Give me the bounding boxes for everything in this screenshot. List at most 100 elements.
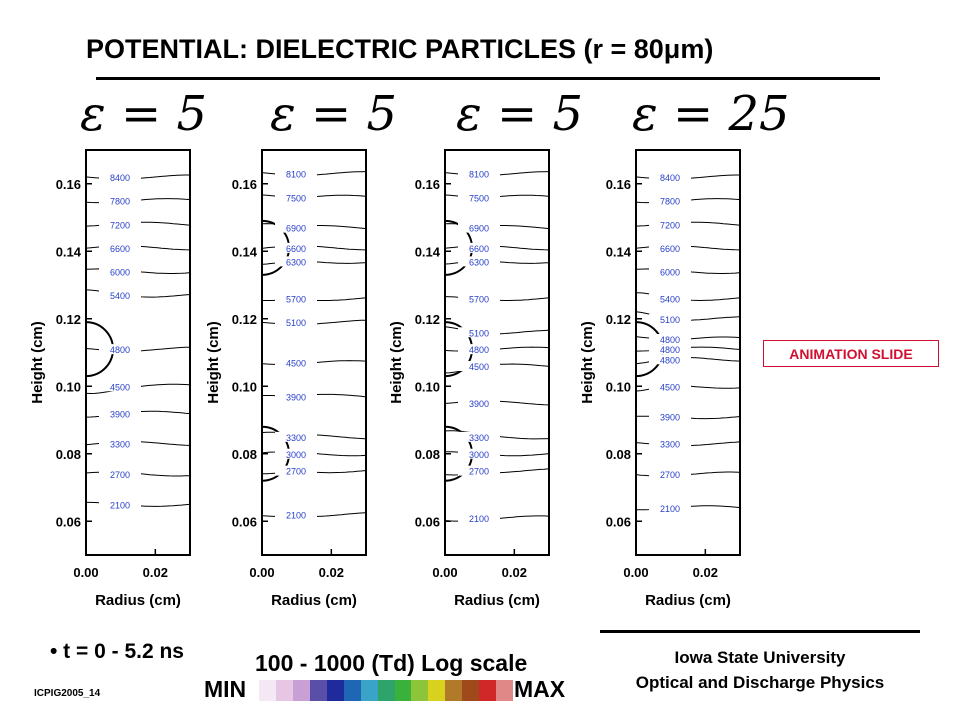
contour-label: 6000 <box>660 268 680 278</box>
contour-label: 3300 <box>110 440 130 450</box>
contour-label: 6600 <box>469 244 489 254</box>
contour-label: 4800 <box>660 345 680 355</box>
colorbar-scale-label: 100 - 1000 (Td) Log scale <box>255 650 528 676</box>
contour-label-bg <box>275 391 317 402</box>
contour-label-bg <box>458 431 500 442</box>
contour-label-bg <box>99 242 141 253</box>
x-axis-label: Radius (cm) <box>95 592 181 609</box>
y-tick-label: 0.06 <box>56 514 81 529</box>
y-tick-label: 0.12 <box>232 312 257 327</box>
y-tick-label: 0.16 <box>606 177 631 192</box>
contour-label-bg <box>649 242 691 253</box>
contour-label: 2100 <box>469 514 489 524</box>
slide-code: ICPIG2005_14 <box>34 688 101 699</box>
contour-label: 3900 <box>110 409 130 419</box>
contour-label-bg <box>649 293 691 304</box>
lab-name: Optical and Discharge Physics <box>635 673 885 692</box>
y-tick-label: 0.12 <box>606 312 631 327</box>
contour-label: 7800 <box>110 197 130 207</box>
contour-label-bg <box>99 381 141 392</box>
contour-label-bg <box>99 172 141 182</box>
contour-label-bg <box>458 327 500 338</box>
plot-frame <box>85 149 191 556</box>
contour-label: 6900 <box>286 224 306 234</box>
colorbar-min-label: MIN <box>204 676 247 702</box>
contour-label-bg <box>458 242 500 253</box>
y-tick-label: 0.08 <box>56 447 81 462</box>
contour-label-bg <box>275 509 317 520</box>
contour-label-bg <box>99 408 141 419</box>
contour-label-bg <box>649 502 691 513</box>
contour-label: 3300 <box>286 433 306 443</box>
contour-label: 5100 <box>286 318 306 328</box>
contour-label-bg <box>99 290 141 301</box>
contour-label: 8100 <box>469 170 489 180</box>
x-tick-label: 0.02 <box>319 565 344 580</box>
y-axis-label: Height (cm) <box>205 321 222 404</box>
x-tick-label: 0.00 <box>432 565 457 580</box>
colorbar-swatch-2 <box>275 680 293 701</box>
contour-label-bg <box>275 431 317 442</box>
colorbar-swatch-8 <box>377 680 395 701</box>
contour-label: 4500 <box>469 362 489 372</box>
contour-label: 3900 <box>286 392 306 402</box>
y-tick-label: 0.16 <box>232 177 257 192</box>
colorbar-swatch-10 <box>411 680 429 701</box>
institution-name: Iowa State University <box>674 648 846 667</box>
x-tick-label: 0.02 <box>502 565 527 580</box>
contour-label: 4800 <box>660 335 680 345</box>
colorbar-swatch-13 <box>462 680 480 701</box>
colorbar-swatch-14 <box>479 680 497 701</box>
x-axis-label: Radius (cm) <box>454 592 540 609</box>
x-axis-label: Radius (cm) <box>645 592 731 609</box>
contour-label: 6600 <box>110 244 130 254</box>
y-tick-label: 0.12 <box>56 312 81 327</box>
contour-label: 4800 <box>660 355 680 365</box>
contour-label: 3300 <box>469 433 489 443</box>
x-tick-label: 0.00 <box>73 565 98 580</box>
contour-label-bg <box>649 219 691 230</box>
x-tick-label: 0.02 <box>693 565 718 580</box>
contour-plot-1: 0.06 0.08 0.10 0.12 0.14 0.16 0.00 0.02 Radius (… <box>29 149 191 609</box>
colorbar-swatch-4 <box>309 680 327 701</box>
contour-label-bg <box>649 195 691 206</box>
contour-label: 2100 <box>660 504 680 514</box>
contour-label: 3900 <box>469 399 489 409</box>
contour-label: 2100 <box>110 500 130 510</box>
contour-label-bg <box>99 266 141 277</box>
contour-label-bg <box>649 344 691 355</box>
y-axis-label: Height (cm) <box>579 321 596 404</box>
colorbar-swatch-5 <box>326 680 344 701</box>
contour-label: 6000 <box>110 268 130 278</box>
x-axis-label: Radius (cm) <box>271 592 357 609</box>
contour-label: 3300 <box>660 440 680 450</box>
contour-label: 7200 <box>660 220 680 230</box>
contour-label-bg <box>458 192 500 203</box>
contour-label-bg <box>649 313 691 324</box>
contour-label-bg <box>99 219 141 230</box>
contour-plot-3: 0.06 0.08 0.10 0.12 0.14 0.16 0.00 0.02 Radius (… <box>388 149 550 609</box>
x-tick-label: 0.00 <box>249 565 274 580</box>
contour-label-bg <box>99 344 141 355</box>
colorbar <box>259 680 514 701</box>
contour-label: 5700 <box>469 295 489 305</box>
contour-label: 4800 <box>469 345 489 355</box>
contour-label: 7500 <box>286 193 306 203</box>
contour-label-bg <box>99 499 141 510</box>
y-axis-label: Height (cm) <box>388 321 405 404</box>
y-axis-label: Height (cm) <box>29 321 46 404</box>
contour-label-bg <box>649 334 691 344</box>
contour-label: 6600 <box>286 244 306 254</box>
epsilon-label-1: ε = 5 <box>80 86 208 142</box>
contour-plot-4: 0.06 0.08 0.10 0.12 0.14 0.16 0.00 0.02 Radius (… <box>579 149 741 609</box>
y-tick-label: 0.08 <box>232 447 257 462</box>
contour-label: 6600 <box>660 244 680 254</box>
contour-label-bg <box>458 512 500 523</box>
contour-label: 5700 <box>286 295 306 305</box>
contour-label: 5400 <box>110 291 130 301</box>
time-range-bullet: • t = 0 - 5.2 ns <box>50 640 184 663</box>
footer-rule <box>600 630 920 633</box>
plot-frame <box>444 149 550 556</box>
contour-label-bg <box>275 168 317 179</box>
